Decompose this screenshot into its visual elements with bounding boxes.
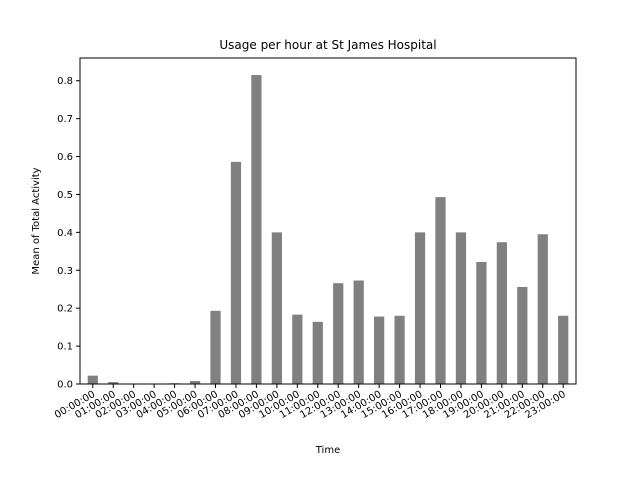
x-axis-label: Time <box>315 445 340 456</box>
y-axis: 0.0 0.1 0.2 0.3 0.4 0.5 0.6 0.7 0.8 <box>57 76 80 391</box>
y-tick-label-0: 0.0 <box>57 380 73 391</box>
bar-1 <box>108 382 119 384</box>
bar-11 <box>312 321 323 384</box>
bar-23 <box>558 315 569 384</box>
bar-7 <box>230 161 242 384</box>
bar-6 <box>210 310 221 384</box>
bar-17 <box>435 197 446 384</box>
bar-18 <box>455 232 467 384</box>
y-tick-label-8: 0.8 <box>57 76 73 87</box>
chart-title: Usage per hour at St James Hospital <box>219 38 436 52</box>
bar-21 <box>517 286 528 384</box>
y-axis-label: Mean of Total Activity <box>31 167 42 274</box>
bar-20 <box>496 242 507 384</box>
y-tick-label-1: 0.1 <box>57 342 73 353</box>
bar-15 <box>394 315 405 384</box>
bar-14 <box>374 316 385 384</box>
y-tick-label-4: 0.4 <box>57 228 73 239</box>
plot-frame <box>79 57 577 385</box>
bar-16 <box>414 232 426 384</box>
bar-8 <box>251 75 262 384</box>
y-tick-label-6: 0.6 <box>57 152 73 163</box>
bar-0 <box>87 375 98 384</box>
y-tick-label-2: 0.2 <box>57 304 73 315</box>
bar-22 <box>537 234 548 384</box>
y-tick-label-7: 0.7 <box>57 114 73 125</box>
bar-19 <box>476 261 487 384</box>
x-axis: 00:00:0001:00:0002:00:0003:00:0004:00:00… <box>53 384 568 421</box>
bar-13 <box>353 280 364 384</box>
bars-group <box>87 75 569 384</box>
y-tick-label-5: 0.5 <box>57 190 73 201</box>
bar-10 <box>292 314 303 384</box>
y-tick-label-3: 0.3 <box>57 266 73 277</box>
bar-5 <box>189 380 201 384</box>
bar-12 <box>333 283 344 384</box>
bar-9 <box>271 232 282 384</box>
